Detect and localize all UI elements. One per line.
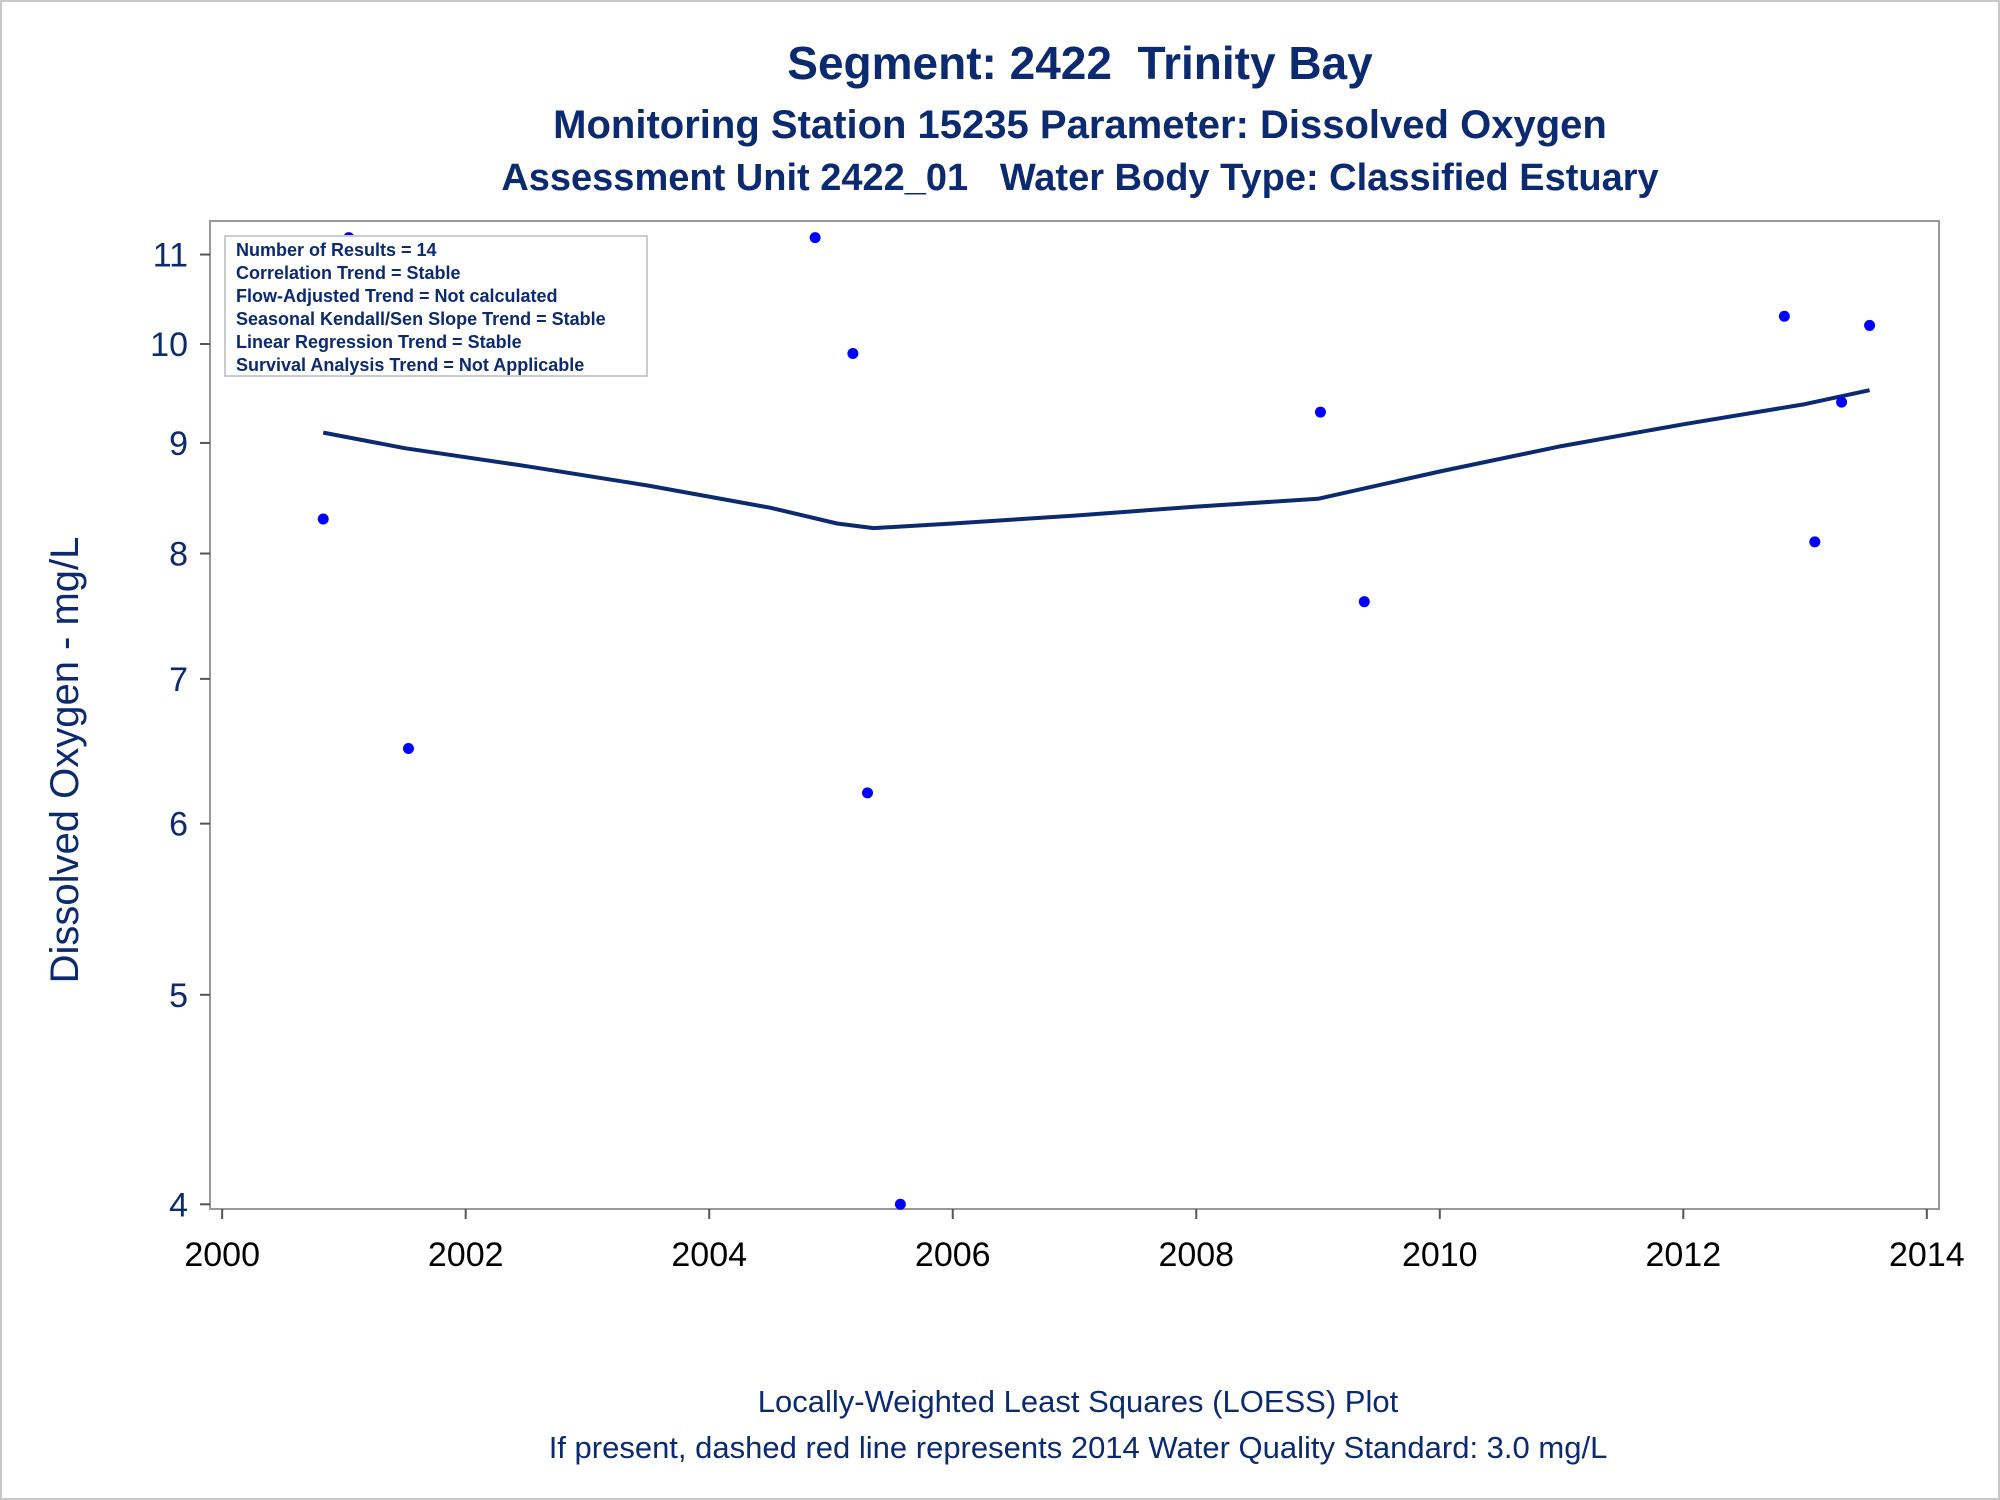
y-tick-label: 9 (169, 425, 188, 463)
x-tick-label: 2010 (1402, 1236, 1478, 1274)
stat-linear-regression-trend: Linear Regression Trend = Stable (236, 332, 522, 352)
x-tick-label: 2002 (428, 1236, 504, 1274)
stat-survival-analysis-trend: Survival Analysis Trend = Not Applicable (236, 355, 584, 375)
statistics-box: Number of Results = 14 Correlation Trend… (224, 235, 648, 377)
x-tick-label: 2008 (1158, 1236, 1234, 1274)
data-point (1864, 319, 1876, 331)
data-points (317, 232, 1876, 1210)
y-tick-label: 5 (169, 977, 188, 1015)
statistics-box-border (224, 235, 648, 377)
data-point (1809, 536, 1821, 548)
y-tick-label: 7 (169, 661, 188, 699)
footnote-standard: If present, dashed red line represents 2… (549, 1430, 1608, 1465)
stat-flow-adjusted-trend: Flow-Adjusted Trend = Not calculated (236, 286, 558, 306)
loess-line (322, 388, 1871, 531)
y-tick-label: 4 (169, 1186, 188, 1224)
chart-subtitle-assessment: Assessment Unit 2422_01 Water Body Type:… (501, 157, 1658, 199)
x-tick-label: 2006 (915, 1236, 991, 1274)
x-tick-label: 2000 (184, 1236, 260, 1274)
x-tick-label: 2004 (671, 1236, 747, 1274)
x-axis: 2000 2002 2004 2006 2008 2010 2012 2014 (184, 1209, 1965, 1274)
data-point (862, 787, 874, 799)
stat-seasonal-kendall-trend: Seasonal Kendall/Sen Slope Trend = Stabl… (236, 309, 606, 329)
y-axis: 4 5 6 7 8 9 10 11 (150, 237, 210, 1224)
data-point (809, 232, 821, 244)
y-tick-label: 11 (153, 237, 188, 275)
data-point (402, 742, 414, 754)
footnote-loess: Locally-Weighted Least Squares (LOESS) P… (758, 1384, 1399, 1419)
y-tick-label: 6 (169, 806, 188, 844)
stat-correlation-trend: Correlation Trend = Stable (236, 263, 461, 283)
x-tick-label: 2012 (1645, 1236, 1721, 1274)
data-point (1358, 596, 1370, 608)
y-tick-label: 8 (169, 536, 188, 574)
data-point (317, 513, 329, 525)
y-axis-label: Dissolved Oxygen - mg/L (43, 537, 87, 984)
chart-title: Segment: 2422 Trinity Bay (787, 37, 1373, 89)
data-point (1836, 396, 1848, 408)
data-point (894, 1198, 906, 1210)
data-point (847, 347, 859, 359)
data-point (1778, 310, 1790, 322)
data-point (1314, 406, 1326, 418)
plot-area (209, 220, 1940, 1210)
stat-number-of-results: Number of Results = 14 (236, 240, 437, 260)
chart-subtitle-station: Monitoring Station 15235 Parameter: Diss… (553, 103, 1607, 147)
x-tick-label: 2014 (1889, 1236, 1965, 1274)
y-tick-label: 10 (150, 326, 188, 364)
